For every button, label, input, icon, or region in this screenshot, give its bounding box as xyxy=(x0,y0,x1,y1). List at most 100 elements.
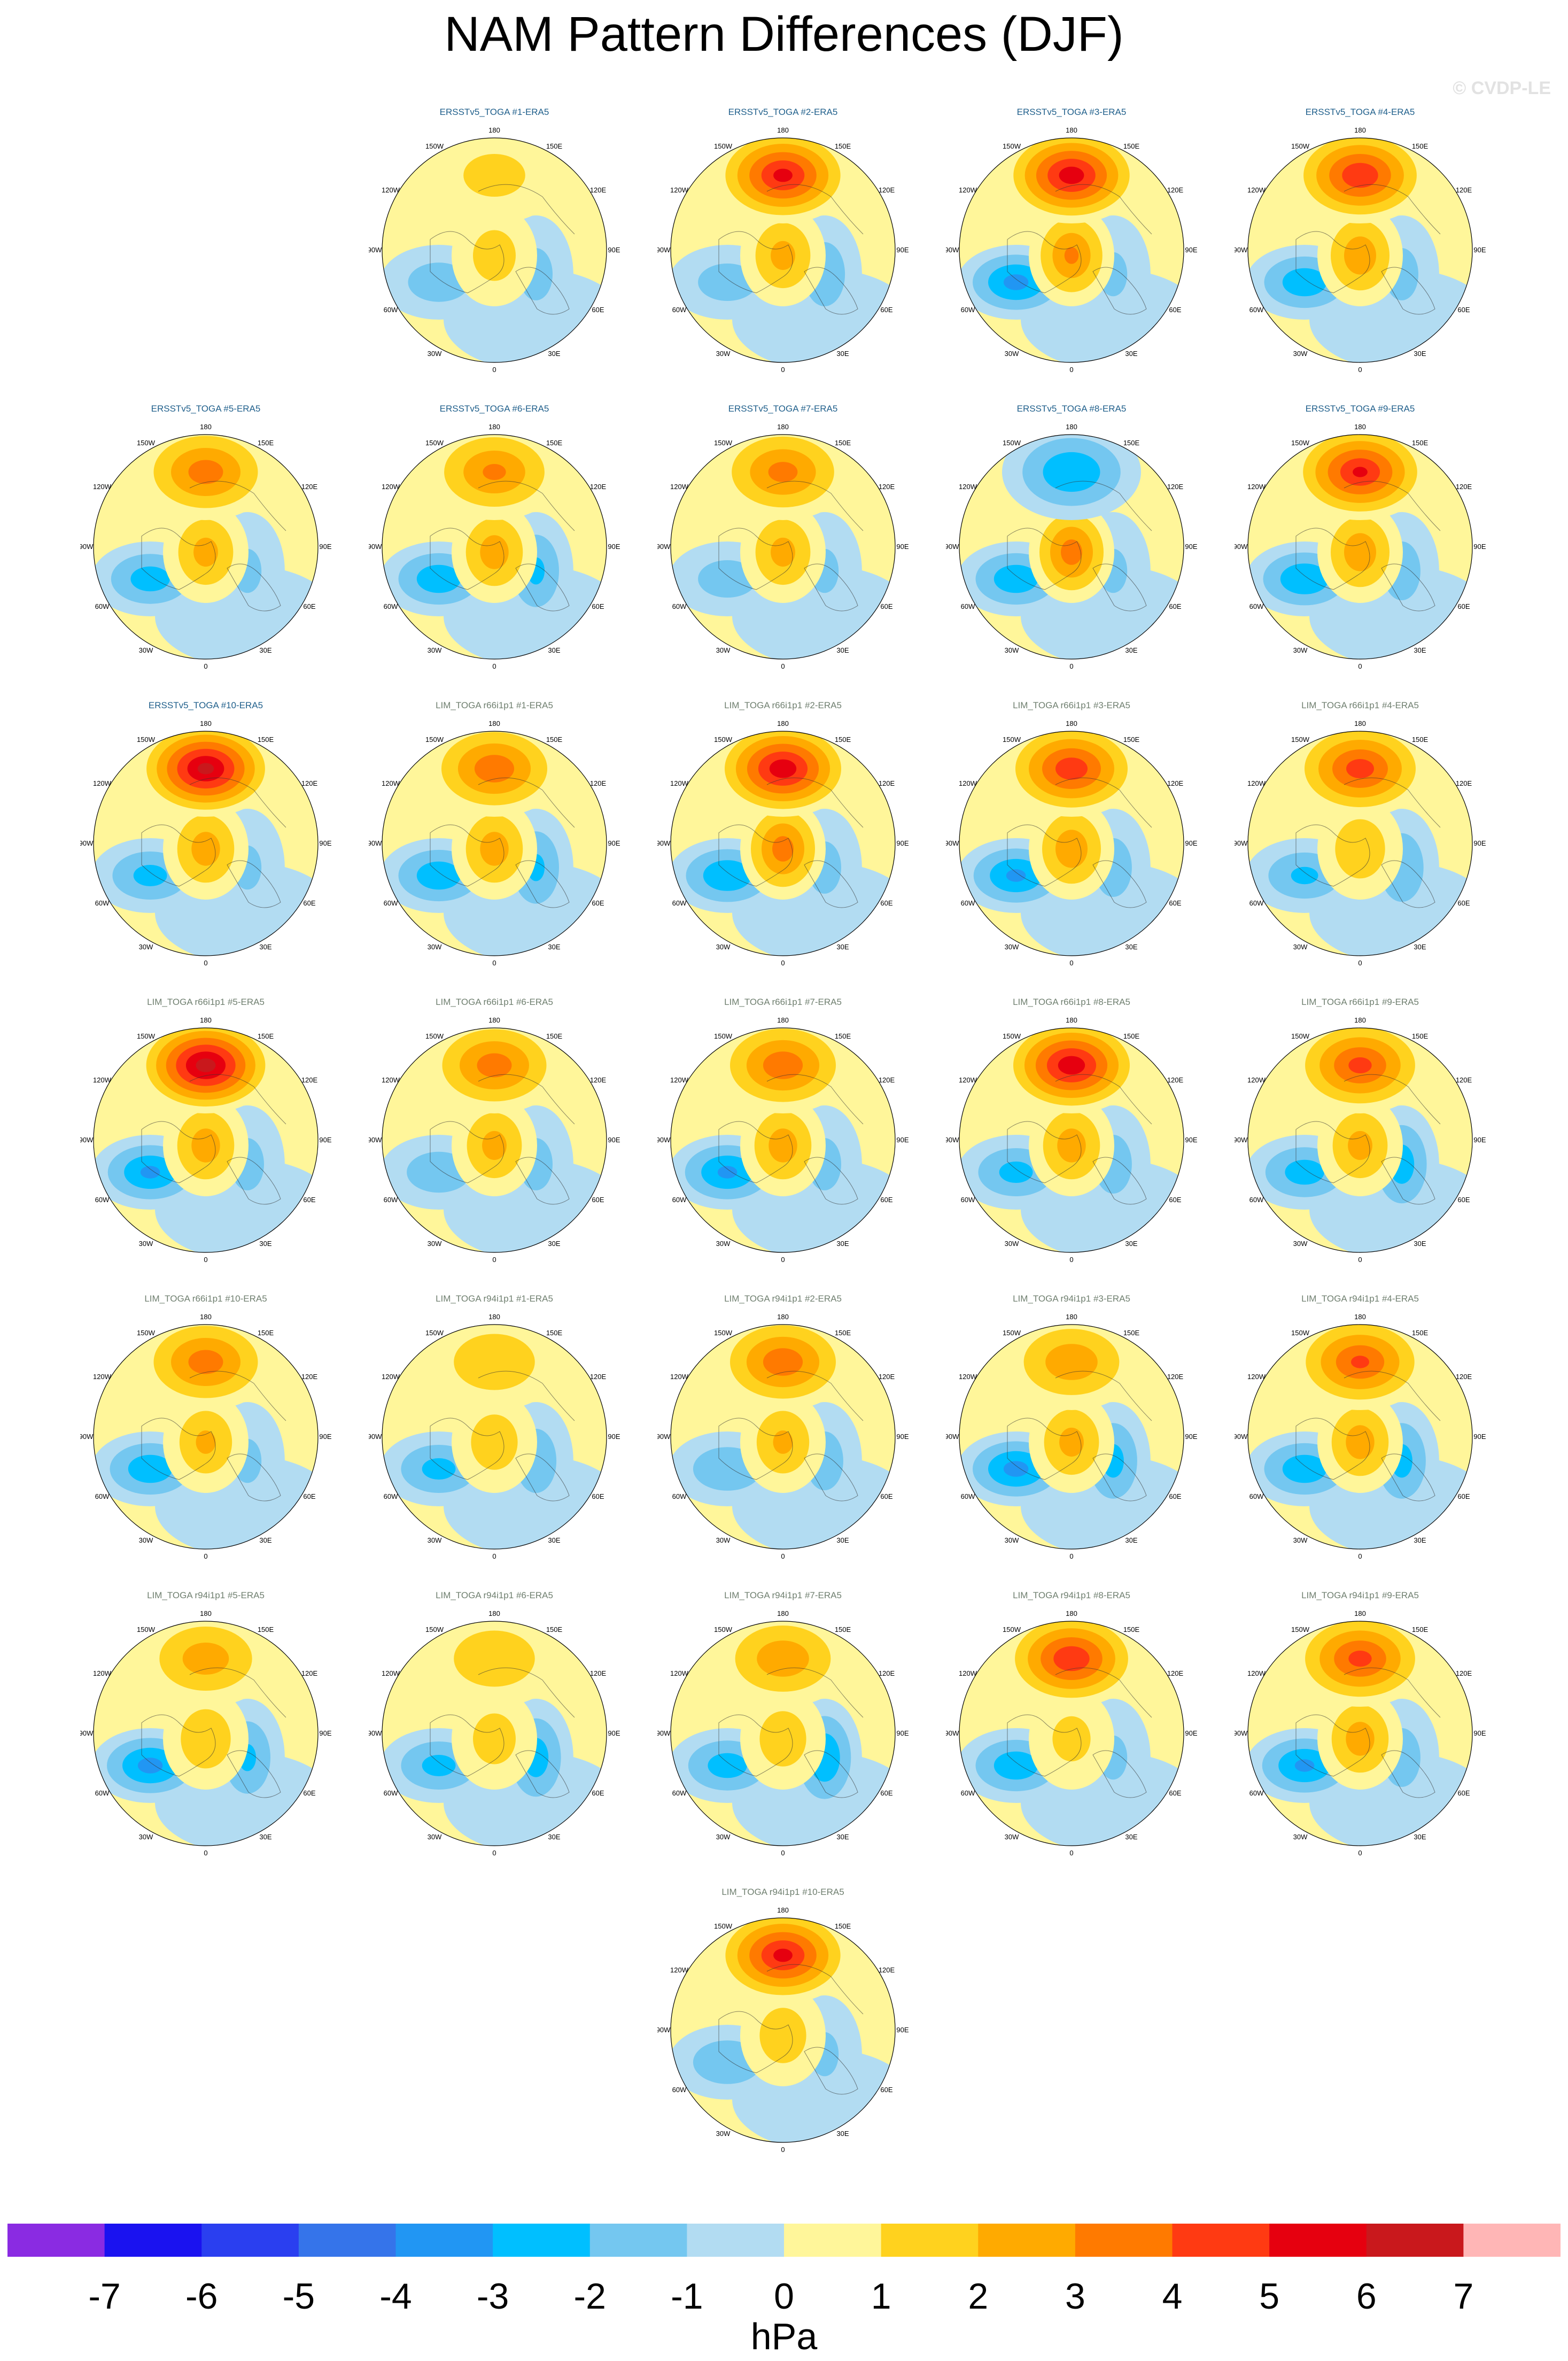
coastline xyxy=(718,1964,864,2095)
pacific-anomaly xyxy=(1342,162,1378,188)
longitude-label: 0 xyxy=(1358,662,1362,670)
longitude-label: 120E xyxy=(301,1076,318,1084)
polar-map: 180 150E 120E 90E 60E 30E 0 30W 60W 90W 120W 150W xyxy=(80,1016,331,1264)
longitude-label: 150E xyxy=(258,1625,274,1634)
longitude-label: 150W xyxy=(425,1625,444,1634)
longitude-label: 90W xyxy=(369,1136,382,1144)
longitude-label: 180 xyxy=(1354,1313,1366,1321)
longitude-label: 0 xyxy=(204,959,207,967)
coastline xyxy=(1007,777,1152,908)
longitude-label: 150W xyxy=(1003,1329,1021,1337)
panel-title: LIM_TOGA r94i1p1 #5-ERA5 xyxy=(147,1590,265,1600)
colorbar-tick-label: 4 xyxy=(1162,2276,1183,2317)
pacific-anomaly xyxy=(1348,1057,1372,1073)
polar-map: 180 150E 120E 90E 60E 30E 0 30W 60W 90W 120W 150W xyxy=(80,719,331,967)
longitude-label: 30E xyxy=(1414,1240,1426,1248)
pacific-anomaly xyxy=(454,1334,535,1390)
panel-title: LIM_TOGA r94i1p1 #6-ERA5 xyxy=(436,1590,553,1600)
longitude-label: 60E xyxy=(1169,1196,1181,1204)
longitude-label: 90W xyxy=(657,246,671,254)
longitude-label: 30E xyxy=(836,943,849,951)
longitude-label: 60E xyxy=(880,1196,892,1204)
map-outline xyxy=(959,434,1184,660)
map-panel: LIM_TOGA r66i1p1 #5-ERA5 180 150E 120E 90E 60… xyxy=(80,997,331,1275)
pacific-anomaly xyxy=(769,759,797,778)
longitude-label: 60E xyxy=(1169,1789,1181,1797)
longitude-label: 60W xyxy=(672,1196,687,1204)
longitude-label: 30W xyxy=(1293,350,1308,358)
longitude-label: 0 xyxy=(492,662,496,670)
longitude-label: 120E xyxy=(590,1669,607,1677)
arctic-anomaly xyxy=(1055,830,1088,868)
map-panel: LIM_TOGA r66i1p1 #1-ERA5 180 150E 120E 90E 60… xyxy=(369,700,620,978)
longitude-label: 30E xyxy=(548,1240,560,1248)
longitude-label: 30W xyxy=(139,646,153,654)
longitude-label: 30W xyxy=(1293,646,1308,654)
longitude-label: 60W xyxy=(384,1196,398,1204)
longitude-label: 150W xyxy=(1291,142,1310,150)
longitude-label: 120E xyxy=(590,1373,607,1381)
longitude-label: 60E xyxy=(592,1492,604,1500)
arctic-anomaly xyxy=(473,230,516,281)
longitude-label: 30W xyxy=(1005,1833,1019,1841)
coastline xyxy=(1007,481,1152,611)
coastline xyxy=(1007,184,1152,315)
arctic-anomaly xyxy=(480,832,509,866)
longitude-label: 150W xyxy=(137,736,156,744)
longitude-label: 120E xyxy=(1167,483,1184,491)
longitude-label: 150E xyxy=(546,1625,563,1634)
panel-title: ERSSTv5_TOGA #8-ERA5 xyxy=(1016,404,1127,414)
polar-map: 180 150E 120E 90E 60E 30E 0 30W 60W 90W 120W 150W xyxy=(1235,423,1486,670)
longitude-label: 90W xyxy=(369,246,382,254)
longitude-label: 30E xyxy=(1125,1833,1137,1841)
longitude-label: 150W xyxy=(425,1032,444,1040)
arctic-anomaly xyxy=(772,836,794,862)
map-outline xyxy=(382,1324,607,1550)
map-panel: ERSSTv5_TOGA #1-ERA5 180 150E 120E 90E 60E 30E… xyxy=(369,107,620,385)
longitude-label: 120W xyxy=(959,1373,977,1381)
longitude-label: 90W xyxy=(657,1136,671,1144)
longitude-label: 150E xyxy=(835,1329,851,1337)
longitude-label: 0 xyxy=(1358,366,1362,374)
map-panel: LIM_TOGA r94i1p1 #1-ERA5 180 150E 120E 90E 60… xyxy=(369,1294,620,1572)
atlantic-anomaly xyxy=(1285,1159,1324,1185)
map-panel: LIM_TOGA r94i1p1 #6-ERA5 180 150E 120E 90E 60… xyxy=(369,1590,620,1868)
longitude-label: 120E xyxy=(590,483,607,491)
longitude-label: 60W xyxy=(1249,602,1264,610)
colorbar-tick-label: 5 xyxy=(1259,2276,1280,2317)
longitude-label: 120E xyxy=(879,1966,895,1974)
colorbar-tick-label: 2 xyxy=(968,2276,989,2317)
longitude-label: 30W xyxy=(428,646,442,654)
longitude-label: 90E xyxy=(1185,543,1197,551)
longitude-label: 150E xyxy=(546,142,563,150)
longitude-label: 150E xyxy=(1123,1625,1140,1634)
longitude-label: 60E xyxy=(880,1492,892,1500)
longitude-label: 150E xyxy=(1123,439,1140,447)
longitude-label: 120E xyxy=(301,1373,318,1381)
longitude-label: 120W xyxy=(670,1076,689,1084)
longitude-label: 60W xyxy=(1249,899,1264,907)
map-outline xyxy=(959,1324,1184,1550)
atlantic-anomaly xyxy=(708,1753,747,1778)
longitude-label: 150E xyxy=(258,736,274,744)
longitude-label: 180 xyxy=(200,1313,212,1321)
colorbar-tick-label: -2 xyxy=(573,2276,606,2317)
coastline xyxy=(1007,1667,1152,1798)
longitude-label: 60W xyxy=(384,602,398,610)
polar-map: 180 150E 120E 90E 60E 30E 0 30W 60W 90W 120W 150W xyxy=(369,719,620,967)
longitude-label: 90E xyxy=(1185,839,1197,847)
arctic-anomaly xyxy=(769,1128,797,1163)
longitude-label: 90W xyxy=(946,1729,959,1737)
longitude-label: 60W xyxy=(672,899,687,907)
longitude-label: 30W xyxy=(428,1240,442,1248)
longitude-label: 180 xyxy=(200,423,212,431)
longitude-label: 30E xyxy=(1414,1536,1426,1544)
panel-title: LIM_TOGA r94i1p1 #9-ERA5 xyxy=(1301,1590,1419,1600)
longitude-label: 30E xyxy=(1125,646,1137,654)
coastline xyxy=(1295,1371,1441,1501)
pacific-anomaly xyxy=(1351,1356,1369,1368)
longitude-label: 60E xyxy=(592,306,604,314)
longitude-label: 120E xyxy=(879,779,895,787)
longitude-label: 90E xyxy=(1185,1136,1197,1144)
longitude-label: 30W xyxy=(1293,1240,1308,1248)
